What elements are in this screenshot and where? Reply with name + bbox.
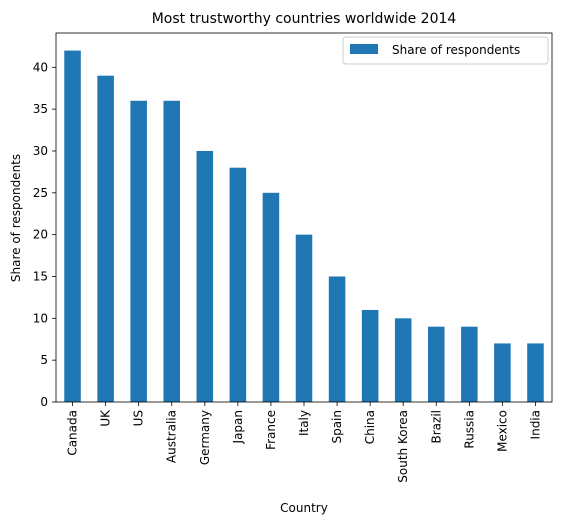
x-tick-label: Spain [330,410,344,444]
legend-entry: Share of respondents [392,43,520,57]
bar-russia [461,326,478,402]
x-tick-label: Australia [165,410,179,463]
x-tick-label: US [132,410,146,426]
bar-italy [295,234,313,402]
x-tick-label: India [528,410,542,439]
bar-france [262,192,280,402]
y-tick-label: 15 [33,269,48,283]
x-tick-label: South Korea [396,410,410,483]
y-tick-label: 35 [33,102,48,116]
y-tick-label: 30 [33,144,48,158]
x-tick-label: Germany [198,410,212,465]
bar-germany [196,150,214,402]
bar-japan [229,167,247,402]
x-tick-label: UK [99,409,113,427]
y-tick-label: 5 [40,353,48,367]
y-tick-label: 0 [40,395,48,409]
chart-title: Most trustworthy countries worldwide 201… [152,11,457,27]
y-tick-label: 25 [33,186,48,200]
x-tick-label: France [264,410,278,450]
bar-canada [64,50,81,402]
bar-india [527,343,544,402]
bar-brazil [428,326,445,402]
x-tick-label: Canada [66,410,80,456]
y-tick-label: 40 [33,60,48,74]
bar-china [361,309,379,402]
plot-area: 0 5 10 15 20 25 30 35 40 Canada UK US Australia Germa… [33,32,553,483]
x-tick-label: China [363,410,377,444]
x-tick-label: Mexico [495,410,509,452]
x-axis-label: Country [280,501,328,515]
bar-spain [328,276,346,402]
bar-uk [97,75,114,403]
x-tick-label: Russia [462,410,476,449]
x-tick-label: Japan [231,410,245,444]
legend-swatch [350,44,378,54]
bar-australia [163,100,180,402]
x-tick-label: Brazil [429,410,443,444]
y-tick-label: 20 [33,228,48,242]
bar-mexico [494,343,511,402]
y-axis-label: Share of respondents [9,154,23,282]
legend-frame [342,36,549,65]
bar-south-korea [394,318,412,402]
y-tick-label: 10 [33,311,48,325]
bar-us [130,100,147,402]
x-tick-label: Italy [297,410,311,436]
legend: Share of respondents [342,36,549,65]
